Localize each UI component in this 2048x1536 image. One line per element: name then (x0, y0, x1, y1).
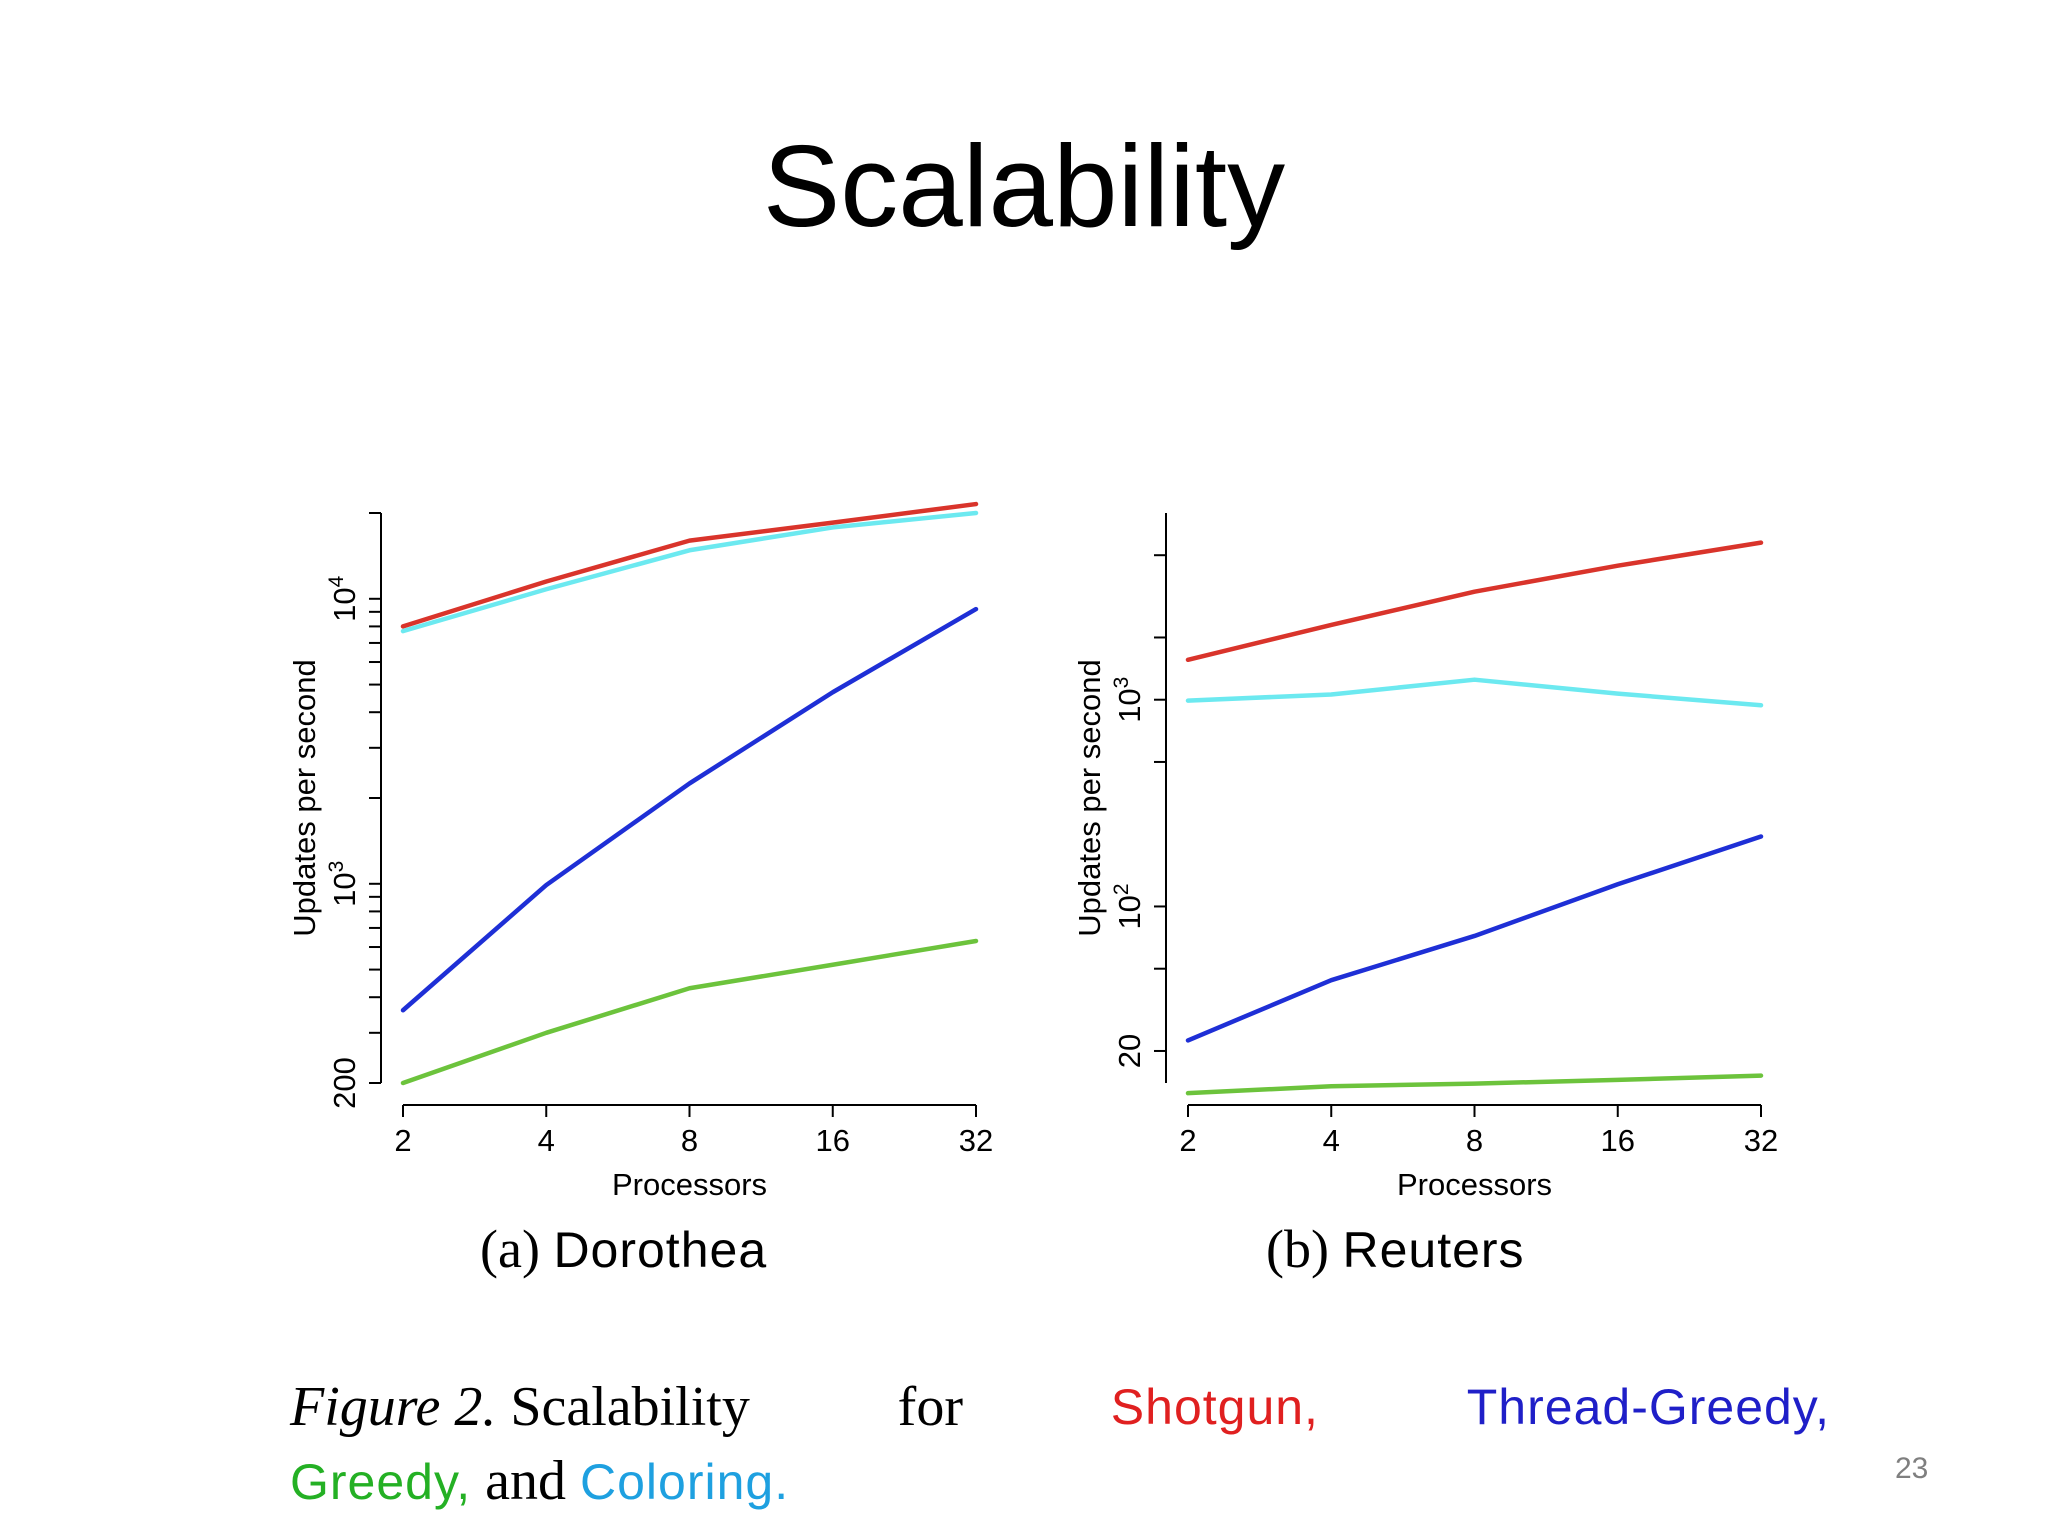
y-tick-label: 104 (325, 575, 362, 621)
caption-coloring: Coloring. (580, 1454, 790, 1510)
x-tick-label: 8 (681, 1123, 698, 1158)
y-axis-title: Updates per second (1072, 659, 1107, 936)
x-tick-label: 8 (1466, 1123, 1483, 1158)
x-tick-label: 4 (1323, 1123, 1340, 1158)
chart-dorothea: 2 4 8 16 32 Processors 200 103 104 Updates per se… (287, 501, 993, 1202)
x-tick-label: 2 (394, 1123, 411, 1158)
x-tick-label: 32 (959, 1123, 993, 1158)
slide-title: Scalability (762, 121, 1286, 251)
figure-caption-for: for (897, 1376, 963, 1438)
x-axis-title: Processors (612, 1167, 767, 1202)
series-line-thread-greedy (1185, 834, 1764, 1043)
y-tick-label: 200 (327, 1057, 362, 1109)
figure-caption-text: Scalability (510, 1376, 750, 1438)
caption-shotgun: Shotgun, (1110, 1379, 1319, 1435)
y-tick-label: 103 (1110, 677, 1147, 723)
y-tick-label: 20 (1112, 1034, 1147, 1068)
x-tick-label: 2 (1179, 1123, 1196, 1158)
subcaption-a-prefix: (a) (480, 1219, 540, 1279)
subcaption-b-prefix: (b) (1266, 1219, 1329, 1279)
y-axis-title: Updates per second (287, 659, 322, 936)
subcaption-reuters: (b) Reuters (1266, 1218, 1525, 1280)
caption-thread-greedy: Thread-Greedy, (1466, 1379, 1830, 1435)
y-tick-label: 103 (325, 861, 362, 907)
series-line-shotgun (400, 501, 979, 629)
series-line-greedy (400, 938, 979, 1086)
series-line-shotgun (1185, 540, 1764, 663)
x-tick-label: 16 (1601, 1123, 1635, 1158)
y-tick-label: 102 (1110, 883, 1147, 929)
subcaption-b-name: Reuters (1342, 1222, 1525, 1278)
x-axis-title: Processors (1397, 1167, 1552, 1202)
series-line-coloring (400, 510, 979, 634)
x-tick-label: 16 (816, 1123, 850, 1158)
figure-caption-and: and (485, 1450, 567, 1512)
x-tick-label: 4 (538, 1123, 555, 1158)
figure-label: Figure 2. (290, 1376, 497, 1438)
series-line-greedy (1185, 1073, 1764, 1096)
subcaption-a-name: Dorothea (553, 1222, 768, 1278)
caption-greedy: Greedy, (290, 1454, 472, 1510)
page-number: 23 (1895, 1452, 1929, 1485)
x-tick-label: 32 (1744, 1123, 1778, 1158)
figure-caption: Figure 2. Scalability for Shotgun, Threa… (290, 1370, 1830, 1519)
series-line-thread-greedy (400, 606, 979, 1013)
series-line-coloring (1185, 677, 1764, 708)
subcaption-dorothea: (a) Dorothea (480, 1218, 767, 1280)
